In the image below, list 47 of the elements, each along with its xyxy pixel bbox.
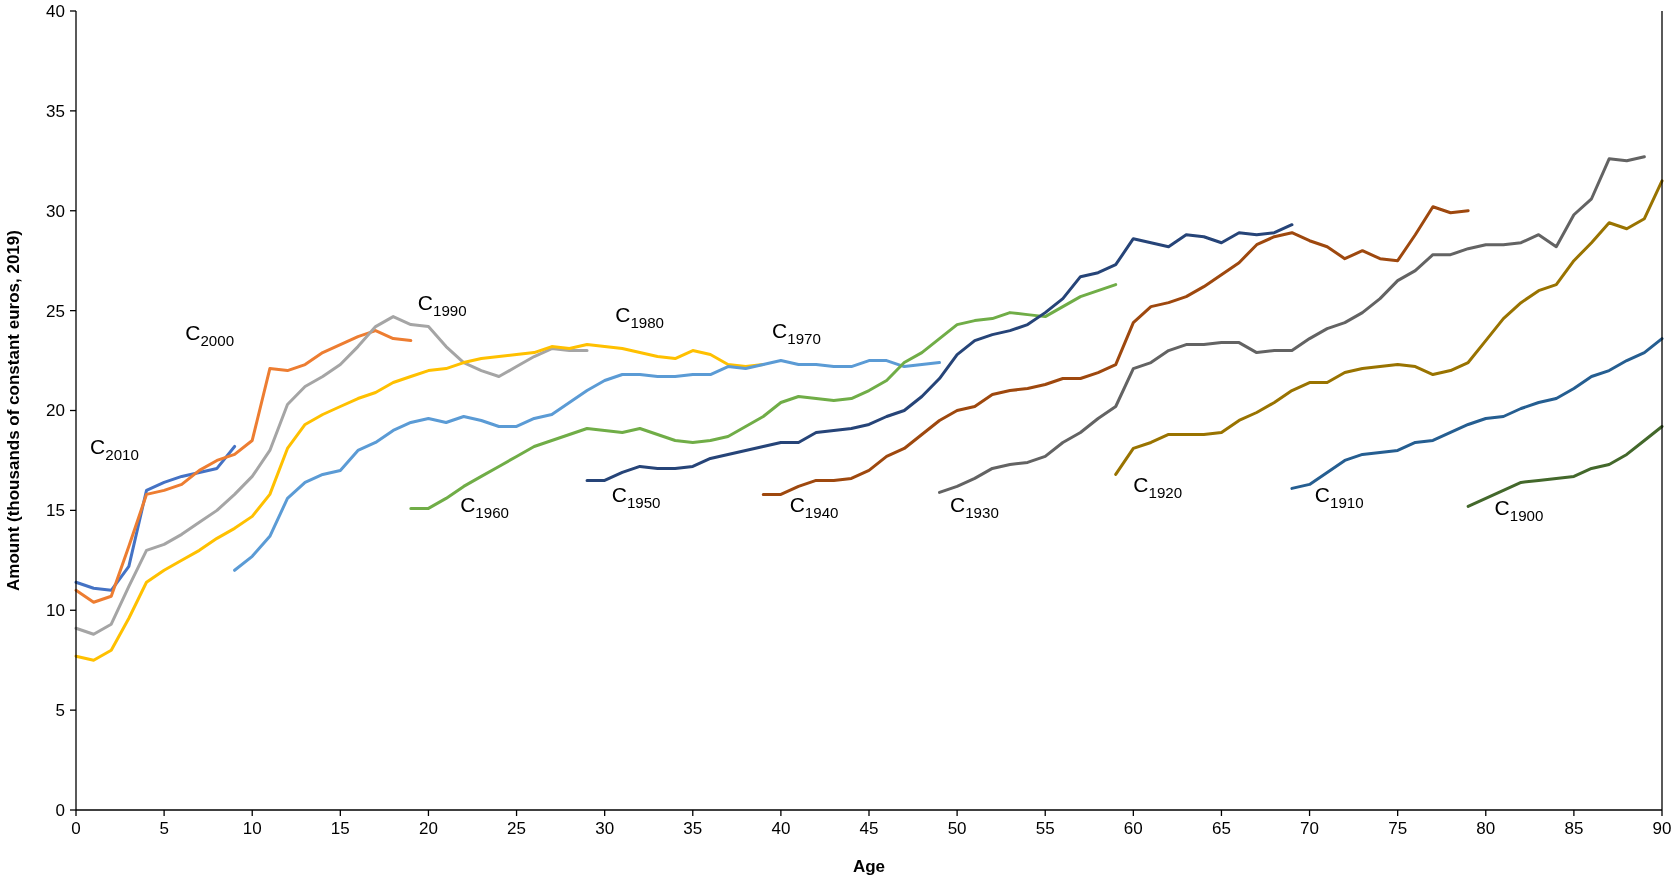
series-label: C$_{1960}$	[460, 492, 509, 522]
x-tick-label: 20	[418, 819, 438, 838]
series-label: C$_{1900}$	[1494, 495, 1544, 525]
series-label: C$_{2010}$	[90, 434, 139, 464]
series-label: C$_{1970}$	[772, 319, 821, 348]
x-tick-label: 85	[1564, 819, 1584, 838]
line-series	[409, 283, 1118, 510]
x-tick-label: 55	[1035, 819, 1055, 838]
y-tick-label: 15	[46, 501, 65, 521]
y-tick-label: 30	[46, 201, 65, 221]
x-tick-label: 60	[1123, 819, 1143, 838]
line-series	[74, 315, 589, 636]
y-tick-label: 40	[46, 1, 65, 21]
series-label: C$_{1930}$	[950, 492, 999, 522]
series-label: C$_{1940}$	[789, 492, 839, 522]
x-tick-label: 90	[1652, 819, 1672, 838]
x-axis-title: Age	[852, 857, 886, 876]
series-label: C$_{1980}$	[615, 303, 665, 332]
y-axis-title: Amount (thousands of constant euros, 2019)	[4, 230, 23, 591]
x-tick-label: 15	[330, 819, 350, 838]
x-tick-label: 0	[71, 819, 81, 838]
x-tick-label: 5	[159, 819, 169, 838]
y-tick-label: 25	[46, 301, 65, 321]
series-label: C$_{1990}$	[417, 291, 467, 320]
x-tick-label: 25	[507, 819, 527, 838]
series-label: C$_{1950}$	[611, 482, 661, 512]
line-series	[1290, 337, 1664, 490]
y-tick-label: 20	[46, 401, 65, 421]
x-tick-label: 30	[595, 819, 615, 838]
series-label: C$_{2000}$	[185, 321, 235, 350]
line-series	[1114, 179, 1664, 476]
x-tick-label: 75	[1388, 819, 1408, 838]
x-tick-label: 45	[859, 819, 879, 838]
x-tick-label: 10	[242, 819, 262, 838]
x-tick-label: 65	[1211, 819, 1231, 838]
series-label: C$_{1920}$	[1133, 472, 1183, 502]
series-label: C$_{1910}$	[1314, 482, 1364, 512]
y-tick-label: 5	[55, 701, 65, 721]
x-tick-label: 50	[947, 819, 967, 838]
x-tick-label: 70	[1300, 819, 1320, 838]
x-tick-label: 35	[683, 819, 703, 838]
y-tick-label: 35	[46, 101, 65, 121]
line-series	[233, 359, 941, 572]
y-tick-label: 0	[55, 800, 65, 820]
x-tick-label: 80	[1476, 819, 1496, 838]
x-tick-label: 40	[771, 819, 791, 838]
y-tick-label: 10	[46, 601, 65, 621]
